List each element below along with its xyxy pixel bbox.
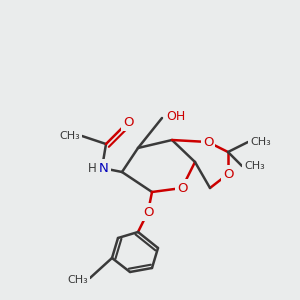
Text: O: O xyxy=(143,206,153,218)
Text: OH: OH xyxy=(166,110,185,122)
Text: H: H xyxy=(88,163,96,176)
Text: CH₃: CH₃ xyxy=(59,131,80,141)
Text: O: O xyxy=(177,182,187,194)
Text: O: O xyxy=(123,116,133,128)
Text: CH₃: CH₃ xyxy=(67,275,88,285)
Text: N: N xyxy=(99,161,109,175)
Text: O: O xyxy=(223,167,233,181)
Text: CH₃: CH₃ xyxy=(244,161,265,171)
Text: CH₃: CH₃ xyxy=(250,137,271,147)
Text: O: O xyxy=(203,136,213,148)
